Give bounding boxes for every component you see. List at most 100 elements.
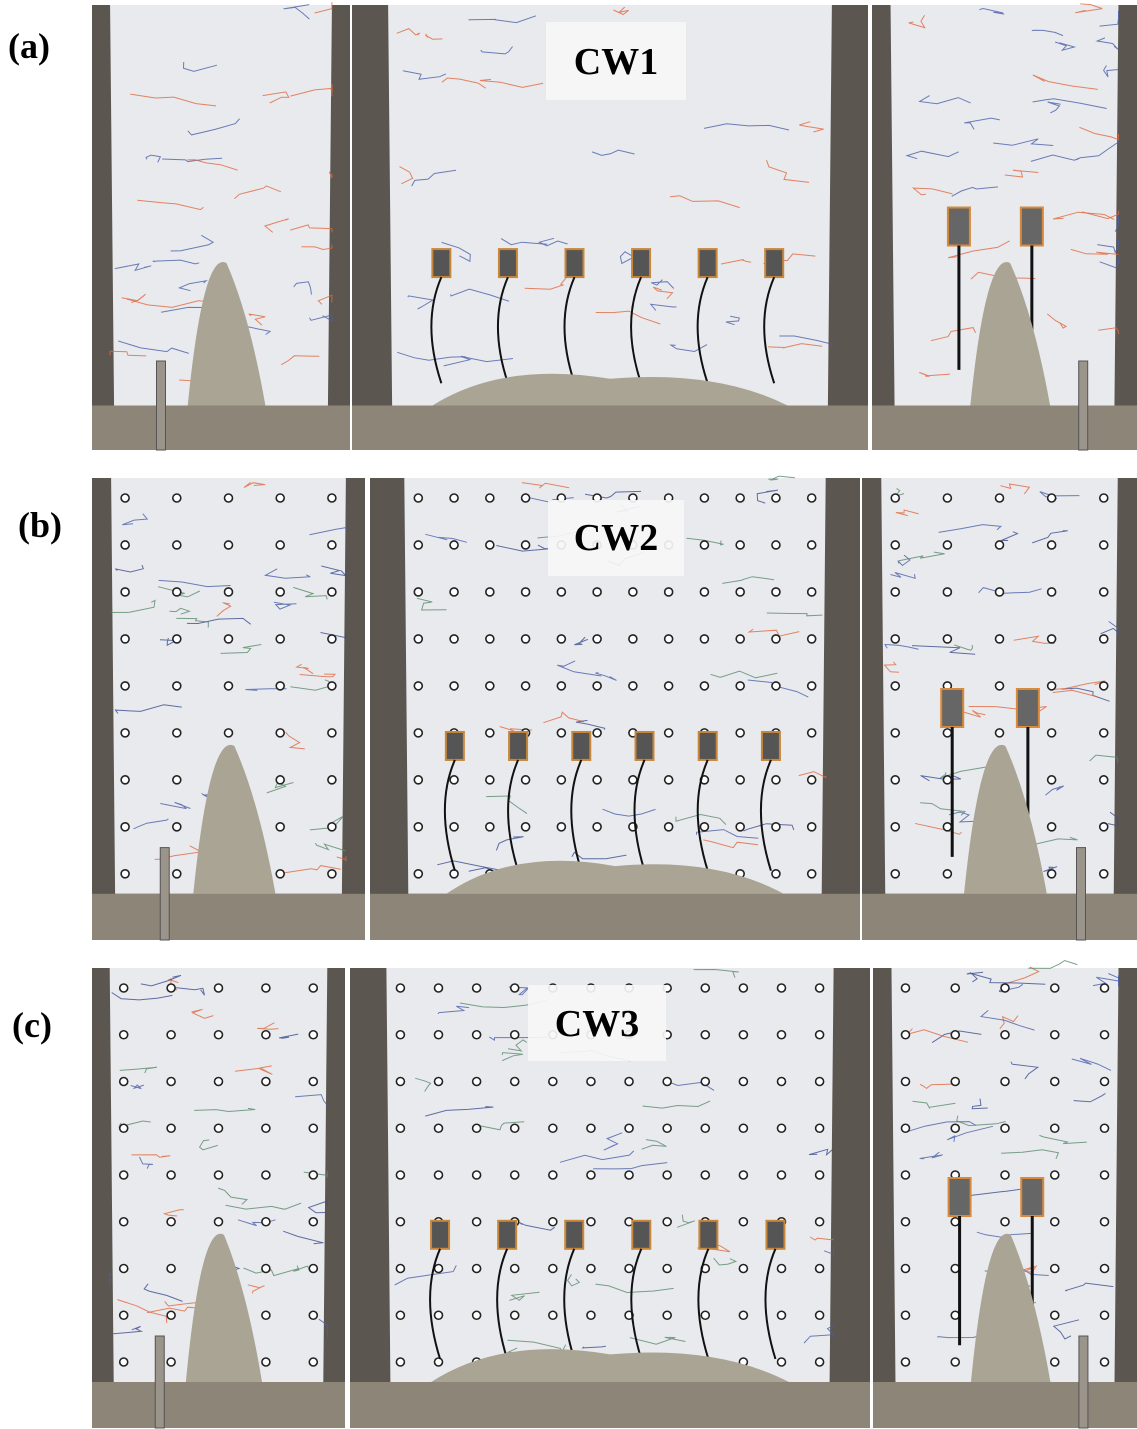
target xyxy=(891,588,899,596)
target xyxy=(262,1078,270,1086)
target xyxy=(225,635,233,643)
target xyxy=(943,635,951,643)
target xyxy=(943,541,951,549)
target xyxy=(450,635,458,643)
target xyxy=(121,729,129,737)
target xyxy=(901,1124,909,1132)
target xyxy=(816,1031,824,1039)
target xyxy=(901,1218,909,1226)
target xyxy=(549,1124,557,1132)
photo xyxy=(873,961,1137,1429)
target xyxy=(951,1124,959,1132)
target xyxy=(777,1358,785,1366)
target xyxy=(1048,823,1056,831)
target xyxy=(121,588,129,596)
target xyxy=(625,1265,633,1273)
photo xyxy=(92,478,365,940)
sensor xyxy=(431,1221,449,1249)
target xyxy=(739,1078,747,1086)
target xyxy=(1100,776,1108,784)
target xyxy=(557,588,565,596)
photo xyxy=(872,4,1137,450)
target xyxy=(173,870,181,878)
rod xyxy=(155,1336,164,1428)
target xyxy=(700,588,708,596)
target xyxy=(665,729,673,737)
target xyxy=(215,1124,223,1132)
target xyxy=(816,984,824,992)
target xyxy=(665,776,673,784)
target xyxy=(1048,776,1056,784)
target xyxy=(328,588,336,596)
target xyxy=(486,682,494,690)
target xyxy=(901,984,909,992)
target xyxy=(396,1218,404,1226)
target xyxy=(173,776,181,784)
target xyxy=(1101,1218,1109,1226)
target xyxy=(309,1078,317,1086)
target xyxy=(1100,541,1108,549)
panel-title: CW1 xyxy=(574,41,658,83)
target xyxy=(901,1358,909,1366)
target xyxy=(593,588,601,596)
rod xyxy=(1079,361,1088,450)
target xyxy=(951,1218,959,1226)
sensor xyxy=(446,732,464,760)
target xyxy=(557,823,565,831)
target xyxy=(1101,984,1109,992)
target xyxy=(225,494,233,502)
target xyxy=(276,682,284,690)
target xyxy=(700,682,708,690)
target xyxy=(309,1031,317,1039)
target xyxy=(777,1265,785,1273)
target xyxy=(167,1265,175,1273)
target xyxy=(120,1358,128,1366)
target xyxy=(1048,870,1056,878)
target xyxy=(891,682,899,690)
target xyxy=(557,682,565,690)
target xyxy=(121,776,129,784)
sensor xyxy=(432,249,450,277)
target xyxy=(736,635,744,643)
target xyxy=(450,541,458,549)
target xyxy=(511,1031,519,1039)
sensor xyxy=(1021,208,1043,246)
target xyxy=(777,1078,785,1086)
rod xyxy=(157,361,166,450)
sensor xyxy=(762,732,780,760)
target xyxy=(511,1265,519,1273)
floor xyxy=(872,406,1137,451)
target xyxy=(1051,1358,1059,1366)
target xyxy=(1001,1218,1009,1226)
target xyxy=(891,823,899,831)
target xyxy=(663,1078,671,1086)
target xyxy=(276,729,284,737)
panel-title: CW2 xyxy=(574,517,658,559)
target xyxy=(262,1218,270,1226)
target xyxy=(309,984,317,992)
target xyxy=(309,1311,317,1319)
target xyxy=(663,1265,671,1273)
target xyxy=(901,1078,909,1086)
target xyxy=(816,1311,824,1319)
target xyxy=(816,1171,824,1179)
target xyxy=(951,984,959,992)
target xyxy=(1051,1124,1059,1132)
target xyxy=(435,1078,443,1086)
target xyxy=(450,682,458,690)
target xyxy=(435,1171,443,1179)
target xyxy=(167,1078,175,1086)
target xyxy=(121,870,129,878)
crack xyxy=(1028,961,1077,969)
target xyxy=(701,1078,709,1086)
target xyxy=(1048,729,1056,737)
target xyxy=(120,1124,128,1132)
target xyxy=(996,729,1004,737)
target xyxy=(772,823,780,831)
target xyxy=(943,823,951,831)
target xyxy=(1101,1078,1109,1086)
target xyxy=(1100,682,1108,690)
target xyxy=(736,776,744,784)
target xyxy=(450,823,458,831)
target xyxy=(663,1218,671,1226)
